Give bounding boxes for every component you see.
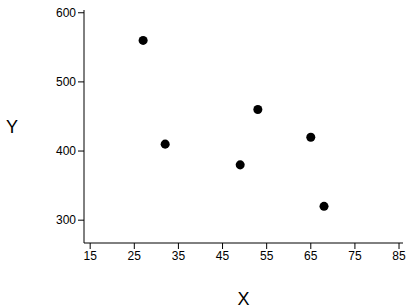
svg-text:500: 500 — [56, 75, 76, 89]
svg-text:85: 85 — [392, 249, 403, 263]
svg-text:Y: Y — [8, 117, 18, 137]
svg-text:X: X — [237, 289, 249, 307]
svg-text:65: 65 — [304, 249, 318, 263]
svg-text:25: 25 — [128, 249, 142, 263]
svg-text:15: 15 — [83, 249, 97, 263]
svg-text:45: 45 — [216, 249, 230, 263]
svg-text:55: 55 — [260, 249, 274, 263]
svg-text:600: 600 — [56, 6, 76, 20]
svg-text:300: 300 — [56, 213, 76, 227]
svg-text:75: 75 — [348, 249, 362, 263]
svg-text:35: 35 — [172, 249, 186, 263]
svg-text:400: 400 — [56, 144, 76, 158]
